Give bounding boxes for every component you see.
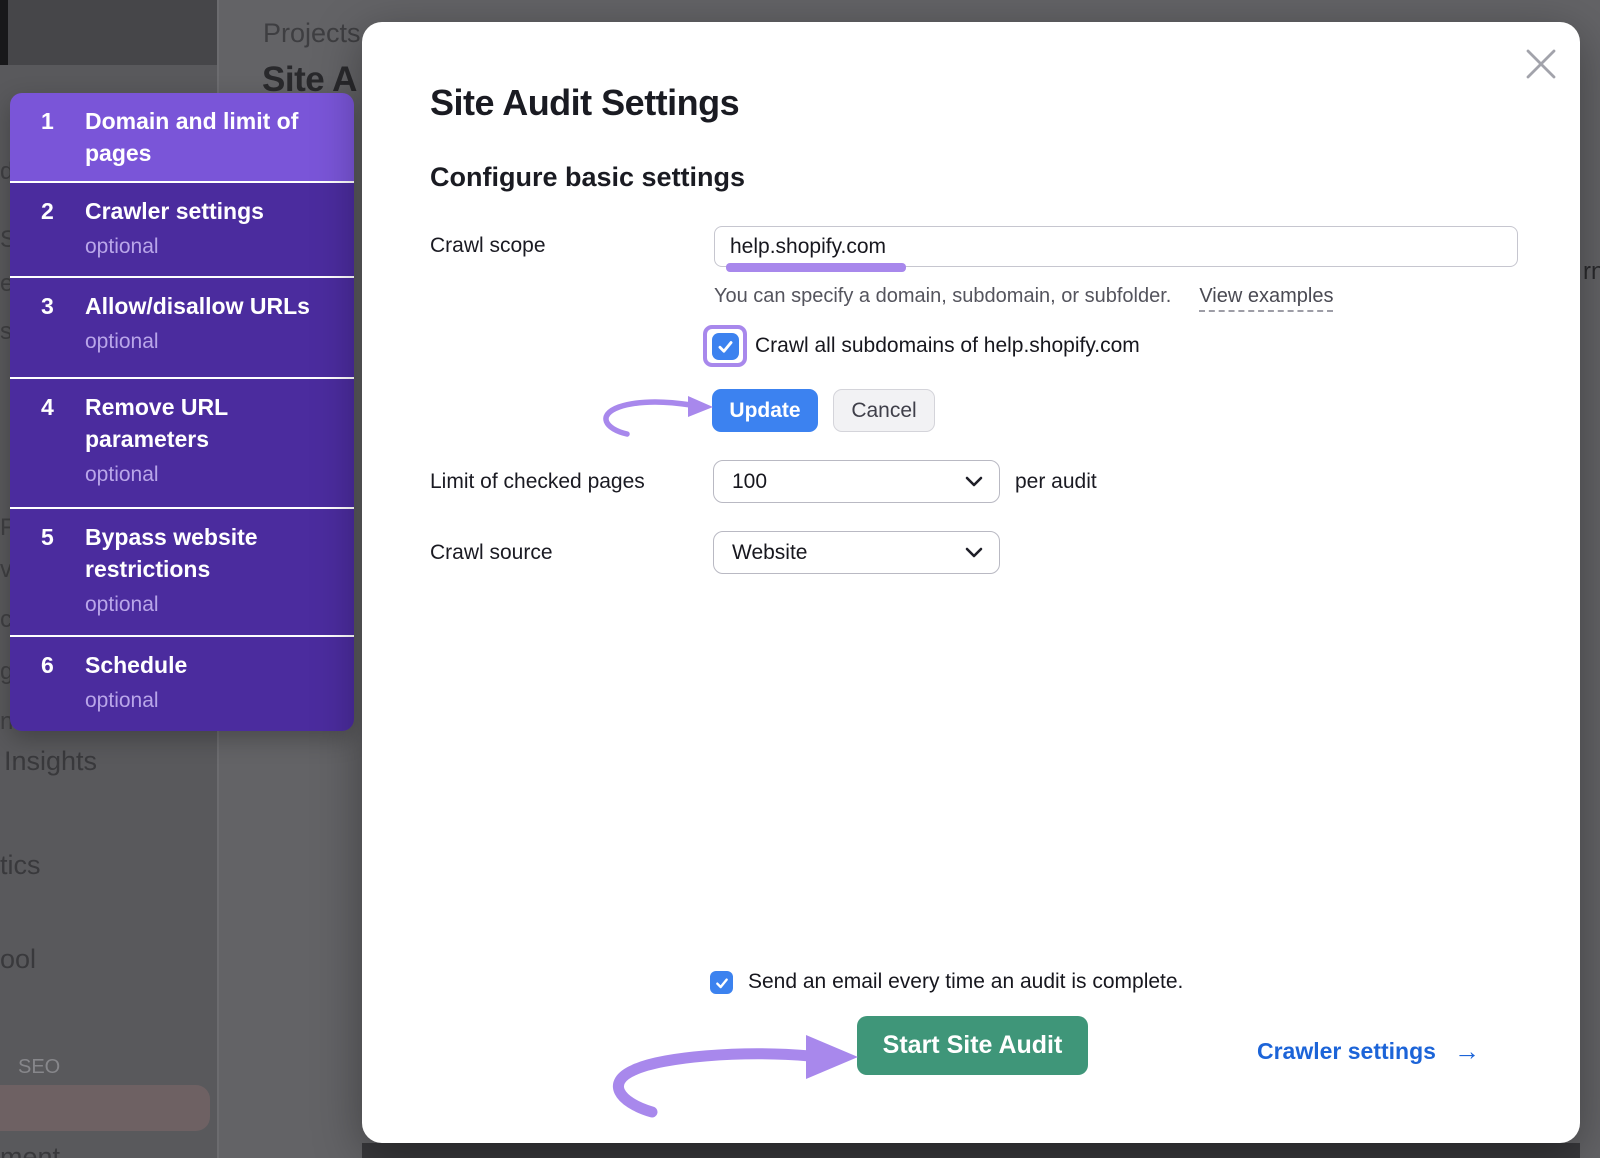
step-item-domain-and-limit[interactable]: 1 Domain and limit of pages bbox=[10, 93, 354, 181]
crawl-source-label: Crawl source bbox=[430, 541, 553, 564]
sidebar-text-fragment: tics bbox=[0, 850, 41, 880]
sidebar-active-item-pill bbox=[0, 1085, 210, 1131]
step-label: Remove URL parameters bbox=[85, 394, 228, 452]
checkmark-icon bbox=[718, 340, 732, 353]
step-number: 6 bbox=[41, 652, 54, 678]
per-audit-suffix: per audit bbox=[1015, 470, 1097, 493]
step-number: 5 bbox=[41, 524, 54, 550]
sidebar-text-fragment: c bbox=[0, 606, 12, 633]
close-icon bbox=[1526, 49, 1556, 79]
crawler-settings-link[interactable]: Crawler settings → bbox=[1257, 1036, 1480, 1067]
crawl-scope-label: Crawl scope bbox=[430, 234, 546, 257]
breadcrumb: Projects bbox=[263, 18, 361, 48]
crawl-subdomains-checkbox[interactable] bbox=[711, 332, 739, 360]
close-button[interactable] bbox=[1517, 40, 1565, 88]
step-item-bypass-website-restrictions[interactable]: 5 Bypass website restrictions optional bbox=[10, 507, 354, 635]
site-audit-steps-panel: 1 Domain and limit of pages 2 Crawler se… bbox=[10, 93, 354, 731]
background-text-fragment: rn bbox=[1583, 258, 1600, 285]
section-title: Configure basic settings bbox=[430, 162, 746, 192]
step-label: Allow/disallow URLs bbox=[85, 293, 310, 319]
dimmed-topbar bbox=[0, 0, 217, 65]
step-label: Bypass website restrictions bbox=[85, 524, 258, 582]
view-examples-link[interactable]: View examples bbox=[1199, 285, 1334, 312]
step-number: 2 bbox=[41, 198, 54, 224]
modal-title: Site Audit Settings bbox=[430, 82, 740, 123]
sidebar-section-seo: SEO bbox=[18, 1056, 61, 1078]
step-item-schedule[interactable]: 6 Schedule optional bbox=[10, 635, 354, 731]
chevron-down-icon bbox=[965, 476, 983, 487]
sidebar-text-fragment: ool bbox=[0, 944, 37, 974]
dimmed-bottom-band bbox=[362, 1143, 1580, 1158]
checkmark-icon bbox=[715, 977, 728, 988]
crawler-settings-link-label: Crawler settings bbox=[1257, 1038, 1436, 1064]
step-optional-note: optional bbox=[85, 235, 159, 258]
start-site-audit-button[interactable]: Start Site Audit bbox=[857, 1016, 1088, 1075]
highlight-underline-annotation bbox=[726, 263, 906, 272]
sidebar-item-insights: Insights bbox=[4, 746, 98, 776]
step-label: Schedule bbox=[85, 652, 188, 678]
step-number: 4 bbox=[41, 394, 54, 420]
annotation-arrow-to-update bbox=[603, 396, 713, 437]
step-item-remove-url-parameters[interactable]: 4 Remove URL parameters optional bbox=[10, 377, 354, 507]
step-item-crawler-settings[interactable]: 2 Crawler settings optional bbox=[10, 181, 354, 276]
chevron-down-icon bbox=[965, 547, 983, 558]
step-optional-note: optional bbox=[85, 330, 159, 353]
crawl-source-select[interactable]: Website bbox=[713, 531, 1000, 574]
limit-of-checked-pages-select[interactable]: 100 bbox=[713, 460, 1000, 503]
crawl-scope-input[interactable] bbox=[714, 226, 1518, 267]
step-optional-note: optional bbox=[85, 689, 159, 712]
sidebar-text-fragment: ment bbox=[0, 1142, 61, 1158]
page-title-partial: Site A bbox=[262, 60, 357, 99]
update-button[interactable]: Update bbox=[712, 389, 818, 432]
crawl-source-value: Website bbox=[732, 540, 808, 564]
dimmed-topbar-edge bbox=[0, 0, 8, 65]
send-email-label: Send an email every time an audit is com… bbox=[748, 970, 1184, 993]
cancel-button[interactable]: Cancel bbox=[833, 389, 935, 432]
limit-of-checked-pages-label: Limit of checked pages bbox=[430, 470, 645, 493]
crawl-subdomains-label: Crawl all subdomains of help.shopify.com bbox=[755, 334, 1140, 357]
sidebar-text-fragment: s bbox=[0, 318, 12, 345]
step-label: Crawler settings bbox=[85, 198, 264, 224]
step-label: Domain and limit of pages bbox=[85, 108, 299, 166]
crawl-scope-helper-text: You can specify a domain, subdomain, or … bbox=[714, 285, 1172, 307]
site-audit-settings-modal: Site Audit Settings Configure basic sett… bbox=[362, 22, 1580, 1143]
checkbox-highlight-annotation bbox=[703, 325, 747, 367]
step-optional-note: optional bbox=[85, 593, 159, 616]
limit-select-value: 100 bbox=[732, 469, 768, 493]
step-number: 1 bbox=[41, 108, 54, 134]
arrow-right-icon: → bbox=[1453, 1036, 1480, 1066]
send-email-checkbox[interactable] bbox=[710, 971, 733, 994]
step-optional-note: optional bbox=[85, 463, 159, 486]
step-item-allow-disallow-urls[interactable]: 3 Allow/disallow URLs optional bbox=[10, 276, 354, 377]
step-number: 3 bbox=[41, 293, 54, 319]
annotation-arrow-to-start bbox=[613, 1035, 858, 1118]
